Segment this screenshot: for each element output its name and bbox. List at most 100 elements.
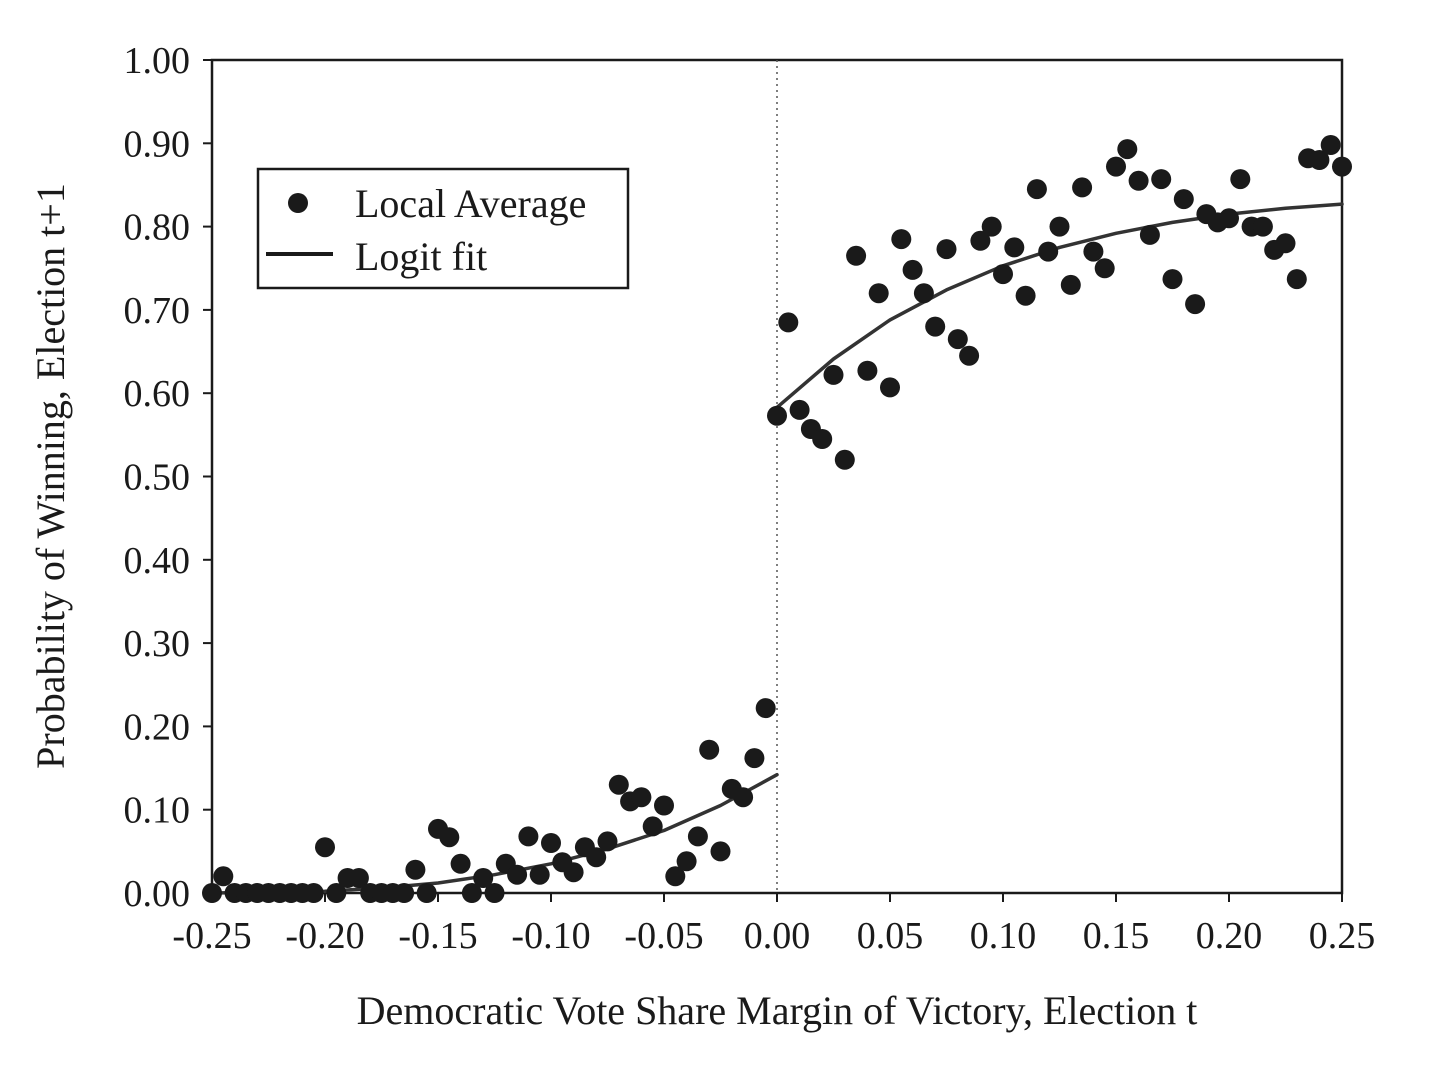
data-point [507,864,528,885]
data-point [405,859,426,880]
data-point [823,364,844,385]
data-point [1320,135,1341,155]
legend-marker-local-average [288,193,308,213]
y-tick-label: 0.20 [124,706,191,748]
data-point [665,866,686,887]
data-point [936,239,957,260]
data-point [1038,241,1059,262]
data-point [608,774,629,795]
data-point [1275,233,1296,254]
y-tick-label: 0.00 [124,873,191,915]
data-point [315,837,335,858]
y-tick-label: 0.50 [124,457,191,499]
x-tick-label: 0.10 [970,915,1037,957]
data-point [473,868,494,888]
data-point [925,316,946,337]
data-point [687,826,708,847]
data-point [348,868,369,888]
data-point [710,841,731,862]
y-tick-label: 1.00 [124,40,191,82]
y-axis-title: Probability of Winning, Election t+1 [28,183,73,769]
data-point [631,787,652,808]
data-point [416,883,437,903]
local-average-series [202,135,1352,903]
legend-label-logit-fit: Logit fit [355,234,487,279]
data-point [744,748,765,769]
data-point [326,883,347,903]
data-point [1094,258,1115,279]
data-point [586,847,607,868]
data-point [846,245,867,266]
data-point [303,883,324,903]
data-point [654,795,674,816]
x-tick-label: 0.20 [1196,915,1263,957]
x-tick-label: -0.25 [172,915,251,957]
data-point [891,229,912,250]
x-tick-label: 0.25 [1309,915,1376,957]
data-point [868,283,889,304]
data-point [1162,269,1183,290]
data-point [1309,150,1330,170]
data-point [1083,241,1104,262]
data-point [1049,216,1070,237]
x-axis: -0.25 -0.20 -0.15 -0.10 -0.05 0.00 0.05 0.10 0.1… [172,893,1375,957]
data-point [699,739,720,760]
logit-fit-line [775,202,1344,410]
x-tick-label: 0.15 [1083,915,1150,957]
y-axis: 0.00 0.10 0.20 0.30 0.40 0.50 0.60 0.70 0.80 0.90… [124,40,212,915]
data-point [1185,294,1206,315]
data-point [902,259,923,280]
legend-label-local-average: Local Average [355,181,586,226]
data-point [1117,139,1138,160]
data-point [834,449,855,470]
y-tick-label: 0.90 [124,123,191,165]
data-point [981,216,1002,237]
data-point [394,883,415,903]
data-point [1286,269,1307,290]
legend: Local Average Logit fit [256,167,630,290]
data-point [970,230,991,251]
data-point [1106,156,1126,177]
data-point [1060,274,1081,295]
data-point [857,360,878,381]
data-point [439,827,460,848]
data-point [1015,285,1036,306]
data-point [1128,170,1149,191]
data-point [733,787,754,808]
data-point [947,329,968,350]
data-point [541,833,561,853]
x-tick-label: 0.00 [744,915,811,957]
data-point [1004,237,1025,258]
data-point [213,866,234,887]
data-point [755,698,776,719]
data-point [1219,208,1239,229]
data-point [563,862,584,883]
data-point [1072,177,1093,198]
data-point [461,883,482,903]
y-tick-label: 0.60 [124,373,191,415]
data-point [1252,216,1273,237]
x-tick-label: 0.05 [857,915,924,957]
data-point [959,345,980,366]
x-tick-label: -0.15 [398,915,477,957]
data-point [993,264,1013,285]
data-point [518,826,539,847]
data-point [767,405,787,426]
data-point [1173,189,1194,210]
data-point [1139,224,1160,245]
y-tick-label: 0.80 [124,207,191,249]
data-point [484,883,505,903]
data-point [676,851,697,872]
x-tick-label: -0.10 [511,915,590,957]
data-point [1230,169,1251,190]
y-tick-label: 0.10 [124,790,191,832]
data-point [789,399,810,420]
data-point [450,853,471,874]
data-point [1151,169,1172,190]
y-tick-label: 0.70 [124,290,191,332]
data-point [529,864,550,885]
data-point [1026,179,1047,200]
data-point [642,816,663,837]
y-tick-label: 0.30 [124,623,191,665]
